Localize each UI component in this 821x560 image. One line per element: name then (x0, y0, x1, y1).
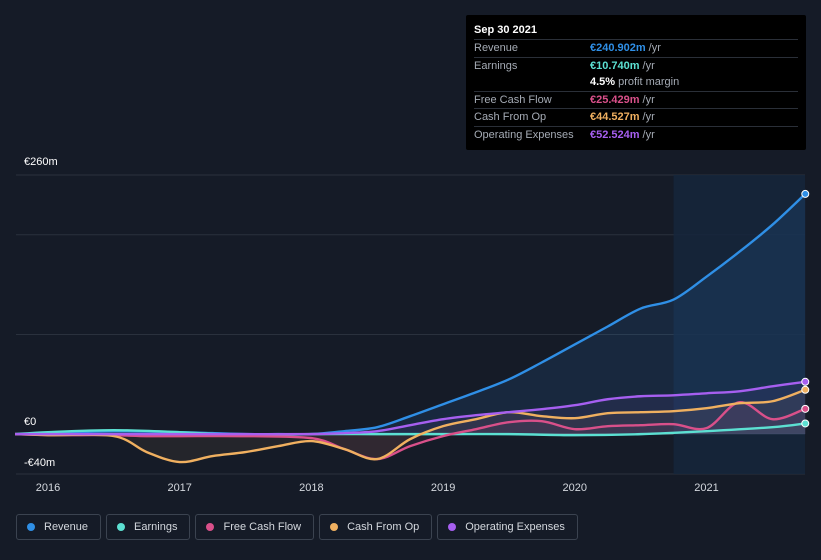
x-tick-2018: 2018 (299, 482, 324, 494)
legend-dot-icon (27, 523, 35, 531)
legend: Revenue Earnings Free Cash Flow Cash From O… (16, 514, 578, 540)
tooltip-date: Sep 30 2021 (474, 24, 537, 36)
revenue-end-point (801, 189, 810, 198)
free-cash-flow-area (15, 402, 806, 460)
y-axis-bottom-label: -€40m (24, 457, 56, 469)
tooltip-row-value: €240.902m (590, 42, 646, 54)
past-data-highlight-band (673, 175, 805, 474)
legend-dot-icon (206, 523, 215, 531)
legend-item-earnings[interactable]: Earnings (106, 514, 191, 540)
tooltip-row: Earnings €10.740m/yr (474, 56, 798, 75)
cash-from-op-line (15, 388, 806, 464)
data-tooltip: Sep 30 2021 Revenue €240.902m/yr Earnings €… (466, 15, 806, 150)
tooltip-row-unit: /yr (642, 59, 655, 72)
tooltip-row: Operating Expenses €52.524m/yr (474, 125, 798, 144)
y-axis-zero-label: €0 (24, 416, 37, 428)
tooltip-row: 4.5% profit margin (474, 74, 798, 91)
tooltip-row-value: 4.5% (590, 76, 616, 89)
tooltip-row-value: €25.429m (590, 93, 640, 106)
free-cash-flow-end-point (801, 404, 810, 413)
legend-dot-icon (448, 523, 457, 531)
tooltip-row-unit: /yr (642, 93, 655, 106)
y-axis-top-label: €260m (24, 156, 58, 168)
x-tick-2021: 2021 (694, 482, 719, 494)
tooltip-row-label: Cash From Op (474, 111, 547, 124)
x-tick-2020: 2020 (562, 482, 588, 494)
legend-item-operating-expenses[interactable]: Operating Expenses (437, 514, 578, 540)
legend-label: Revenue (44, 521, 89, 533)
x-tick-2019: 2019 (430, 482, 456, 494)
tooltip-row-unit: /yr (642, 111, 655, 124)
series-lines (15, 193, 807, 464)
operating-expenses-end-point (801, 377, 810, 386)
legend-label: Operating Expenses (465, 521, 565, 533)
legend-label: Free Cash Flow (223, 521, 302, 533)
tooltip-row-unit: profit margin (618, 76, 680, 89)
legend-label: Cash From Op (347, 521, 420, 533)
free-cash-flow-line (15, 401, 806, 461)
tooltip-row: Revenue €240.902m/yr (474, 39, 798, 57)
cash-from-op-area (15, 389, 806, 463)
earnings-line (15, 422, 806, 437)
earnings-end-point (801, 419, 810, 428)
x-tick-2016: 2016 (35, 482, 61, 494)
tooltip-row-value: €44.527m (590, 111, 640, 124)
legend-label: Earnings (134, 521, 178, 533)
legend-dot-icon (117, 523, 126, 531)
legend-item-free-cash-flow[interactable]: Free Cash Flow (195, 514, 315, 540)
operating-expenses-line (15, 380, 806, 436)
x-tick-2017: 2017 (167, 482, 192, 494)
legend-item-cash-from-op[interactable]: Cash From Op (319, 514, 433, 540)
tooltip-row-label: Earnings (474, 59, 518, 72)
operating-expenses-area (15, 381, 806, 435)
tooltip-row-label (474, 74, 590, 91)
tooltip-row-label: Operating Expenses (474, 128, 574, 141)
tooltip-row-label: Revenue (474, 42, 519, 54)
cash-from-op-end-point (801, 385, 810, 394)
series-end-markers (801, 189, 810, 428)
chart-area (15, 174, 810, 475)
tooltip-row: Cash From Op €44.527m/yr (474, 108, 798, 126)
tooltip-row-value: €10.740m (590, 59, 640, 72)
revenue-area (15, 193, 806, 435)
tooltip-row-label: Free Cash Flow (474, 93, 552, 106)
tooltip-row-unit: /yr (642, 128, 655, 141)
legend-dot-icon (330, 523, 339, 531)
tooltip-row-unit: /yr (648, 42, 661, 54)
tooltip-row: Free Cash Flow €25.429m/yr (474, 90, 798, 109)
tooltip-row-value: €52.524m (590, 128, 640, 141)
legend-item-revenue[interactable]: Revenue (16, 514, 102, 540)
